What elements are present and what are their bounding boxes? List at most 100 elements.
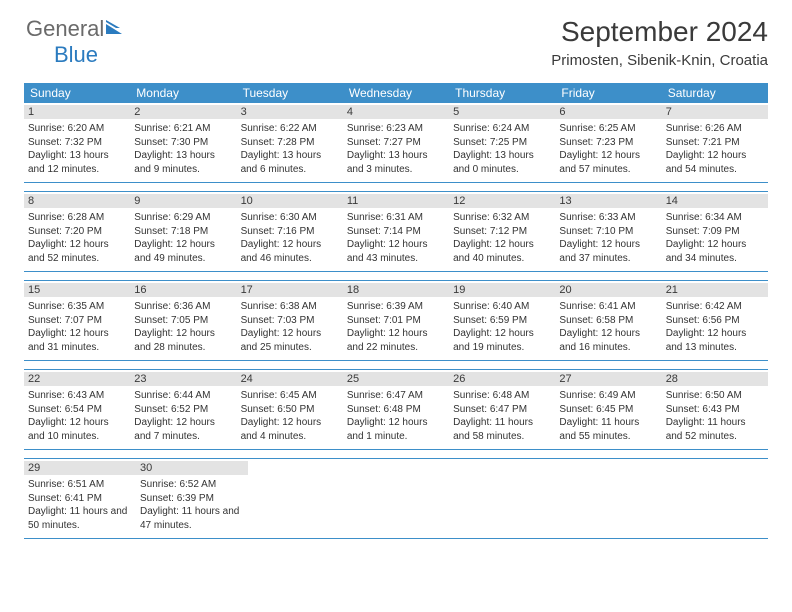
day-number: 23 xyxy=(130,372,236,386)
day-cell: 13Sunrise: 6:33 AMSunset: 7:10 PMDayligh… xyxy=(555,192,661,271)
location-text: Primosten, Sibenik-Knin, Croatia xyxy=(551,52,768,69)
daylight-line: Daylight: 13 hours and 9 minutes. xyxy=(134,149,232,176)
daylight-line: Daylight: 13 hours and 0 minutes. xyxy=(453,149,551,176)
day-info: Sunrise: 6:50 AMSunset: 6:43 PMDaylight:… xyxy=(666,389,764,443)
sunrise-line: Sunrise: 6:45 AM xyxy=(241,389,339,403)
daylight-line: Daylight: 12 hours and 25 minutes. xyxy=(241,327,339,354)
day-info: Sunrise: 6:35 AMSunset: 7:07 PMDaylight:… xyxy=(28,300,126,354)
title-block: September 2024 Primosten, Sibenik-Knin, … xyxy=(551,16,768,69)
day-info: Sunrise: 6:38 AMSunset: 7:03 PMDaylight:… xyxy=(241,300,339,354)
logo-flag-icon xyxy=(106,20,126,41)
weekday-header-cell: Tuesday xyxy=(237,83,343,103)
daylight-line: Daylight: 13 hours and 3 minutes. xyxy=(347,149,445,176)
week-row: 15Sunrise: 6:35 AMSunset: 7:07 PMDayligh… xyxy=(24,280,768,361)
daylight-line: Daylight: 11 hours and 58 minutes. xyxy=(453,416,551,443)
sunrise-line: Sunrise: 6:28 AM xyxy=(28,211,126,225)
day-cell: 24Sunrise: 6:45 AMSunset: 6:50 PMDayligh… xyxy=(237,370,343,449)
empty-day-cell xyxy=(664,459,768,538)
sunset-line: Sunset: 7:27 PM xyxy=(347,136,445,150)
daylight-line: Daylight: 12 hours and 37 minutes. xyxy=(559,238,657,265)
daylight-line: Daylight: 12 hours and 4 minutes. xyxy=(241,416,339,443)
day-number: 5 xyxy=(449,105,555,119)
day-info: Sunrise: 6:49 AMSunset: 6:45 PMDaylight:… xyxy=(559,389,657,443)
daylight-line: Daylight: 12 hours and 49 minutes. xyxy=(134,238,232,265)
day-info: Sunrise: 6:23 AMSunset: 7:27 PMDaylight:… xyxy=(347,122,445,176)
weekday-header-cell: Sunday xyxy=(24,83,130,103)
day-number: 22 xyxy=(24,372,130,386)
day-info: Sunrise: 6:20 AMSunset: 7:32 PMDaylight:… xyxy=(28,122,126,176)
day-info: Sunrise: 6:44 AMSunset: 6:52 PMDaylight:… xyxy=(134,389,232,443)
week-row: 22 Sunrise: 6:43 AMSunset: 6:54 PMDayligh… xyxy=(24,369,768,450)
day-info: Sunrise: 6:26 AMSunset: 7:21 PMDaylight:… xyxy=(666,122,764,176)
daylight-line: Daylight: 12 hours and 46 minutes. xyxy=(241,238,339,265)
week-row: 1 Sunrise: 6:20 AMSunset: 7:32 PMDaylight… xyxy=(24,103,768,183)
sunrise-line: Sunrise: 6:40 AM xyxy=(453,300,551,314)
daylight-line: Daylight: 12 hours and 57 minutes. xyxy=(559,149,657,176)
day-info: Sunrise: 6:52 AMSunset: 6:39 PMDaylight:… xyxy=(140,478,244,532)
logo-general: General xyxy=(26,16,104,41)
logo-blue: Blue xyxy=(54,42,98,67)
sunrise-line: Sunrise: 6:48 AM xyxy=(453,389,551,403)
sunrise-line: Sunrise: 6:42 AM xyxy=(666,300,764,314)
sunset-line: Sunset: 6:47 PM xyxy=(453,403,551,417)
daylight-line: Daylight: 11 hours and 47 minutes. xyxy=(140,505,244,532)
day-cell: 20Sunrise: 6:41 AMSunset: 6:58 PMDayligh… xyxy=(555,281,661,360)
daylight-line: Daylight: 13 hours and 6 minutes. xyxy=(241,149,339,176)
day-number: 11 xyxy=(343,194,449,208)
day-cell: 11Sunrise: 6:31 AMSunset: 7:14 PMDayligh… xyxy=(343,192,449,271)
sunset-line: Sunset: 7:30 PM xyxy=(134,136,232,150)
header: General Blue September 2024 Primosten, S… xyxy=(0,0,792,75)
week-row: 8Sunrise: 6:28 AMSunset: 7:20 PMDaylight… xyxy=(24,191,768,272)
weekday-header-cell: Friday xyxy=(555,83,661,103)
weekday-header-cell: Monday xyxy=(130,83,236,103)
sunset-line: Sunset: 6:54 PM xyxy=(28,403,126,417)
sunrise-line: Sunrise: 6:52 AM xyxy=(140,478,244,492)
day-number: 7 xyxy=(662,105,768,119)
sunset-line: Sunset: 7:25 PM xyxy=(453,136,551,150)
day-cell: 23 Sunrise: 6:44 AMSunset: 6:52 PMDayligh… xyxy=(130,370,236,449)
day-cell: 5 Sunrise: 6:24 AMSunset: 7:25 PMDaylight… xyxy=(449,103,555,182)
sunset-line: Sunset: 7:03 PM xyxy=(241,314,339,328)
day-number: 3 xyxy=(237,105,343,119)
sunrise-line: Sunrise: 6:50 AM xyxy=(666,389,764,403)
sunrise-line: Sunrise: 6:35 AM xyxy=(28,300,126,314)
day-cell: 3Sunrise: 6:22 AMSunset: 7:28 PMDaylight… xyxy=(237,103,343,182)
sunrise-line: Sunrise: 6:26 AM xyxy=(666,122,764,136)
daylight-line: Daylight: 12 hours and 13 minutes. xyxy=(666,327,764,354)
day-number: 27 xyxy=(555,372,661,386)
sunset-line: Sunset: 7:09 PM xyxy=(666,225,764,239)
sunrise-line: Sunrise: 6:38 AM xyxy=(241,300,339,314)
day-info: Sunrise: 6:32 AMSunset: 7:12 PMDaylight:… xyxy=(453,211,551,265)
day-cell: 28 Sunrise: 6:50 AMSunset: 6:43 PMDayligh… xyxy=(662,370,768,449)
day-number: 14 xyxy=(662,194,768,208)
daylight-line: Daylight: 12 hours and 43 minutes. xyxy=(347,238,445,265)
day-cell: 9Sunrise: 6:29 AMSunset: 7:18 PMDaylight… xyxy=(130,192,236,271)
day-cell: 4Sunrise: 6:23 AMSunset: 7:27 PMDaylight… xyxy=(343,103,449,182)
day-cell: 25Sunrise: 6:47 AMSunset: 6:48 PMDayligh… xyxy=(343,370,449,449)
weekday-header-cell: Saturday xyxy=(662,83,768,103)
day-number: 1 xyxy=(24,105,130,119)
weekday-header-cell: Thursday xyxy=(449,83,555,103)
day-info: Sunrise: 6:47 AMSunset: 6:48 PMDaylight:… xyxy=(347,389,445,443)
day-info: Sunrise: 6:36 AMSunset: 7:05 PMDaylight:… xyxy=(134,300,232,354)
day-info: Sunrise: 6:24 AMSunset: 7:25 PMDaylight:… xyxy=(453,122,551,176)
day-cell: 19Sunrise: 6:40 AMSunset: 6:59 PMDayligh… xyxy=(449,281,555,360)
day-info: Sunrise: 6:43 AMSunset: 6:54 PMDaylight:… xyxy=(28,389,126,443)
sunrise-line: Sunrise: 6:24 AM xyxy=(453,122,551,136)
day-cell: 1 Sunrise: 6:20 AMSunset: 7:32 PMDaylight… xyxy=(24,103,130,182)
day-number: 21 xyxy=(662,283,768,297)
day-number: 28 xyxy=(662,372,768,386)
day-info: Sunrise: 6:28 AMSunset: 7:20 PMDaylight:… xyxy=(28,211,126,265)
sunrise-line: Sunrise: 6:44 AM xyxy=(134,389,232,403)
day-number: 18 xyxy=(343,283,449,297)
sunset-line: Sunset: 7:14 PM xyxy=(347,225,445,239)
sunset-line: Sunset: 6:52 PM xyxy=(134,403,232,417)
day-number: 10 xyxy=(237,194,343,208)
sunset-line: Sunset: 7:28 PM xyxy=(241,136,339,150)
sunrise-line: Sunrise: 6:32 AM xyxy=(453,211,551,225)
sunset-line: Sunset: 7:10 PM xyxy=(559,225,657,239)
day-number: 12 xyxy=(449,194,555,208)
day-info: Sunrise: 6:45 AMSunset: 6:50 PMDaylight:… xyxy=(241,389,339,443)
sunrise-line: Sunrise: 6:33 AM xyxy=(559,211,657,225)
empty-day-cell xyxy=(352,459,456,538)
